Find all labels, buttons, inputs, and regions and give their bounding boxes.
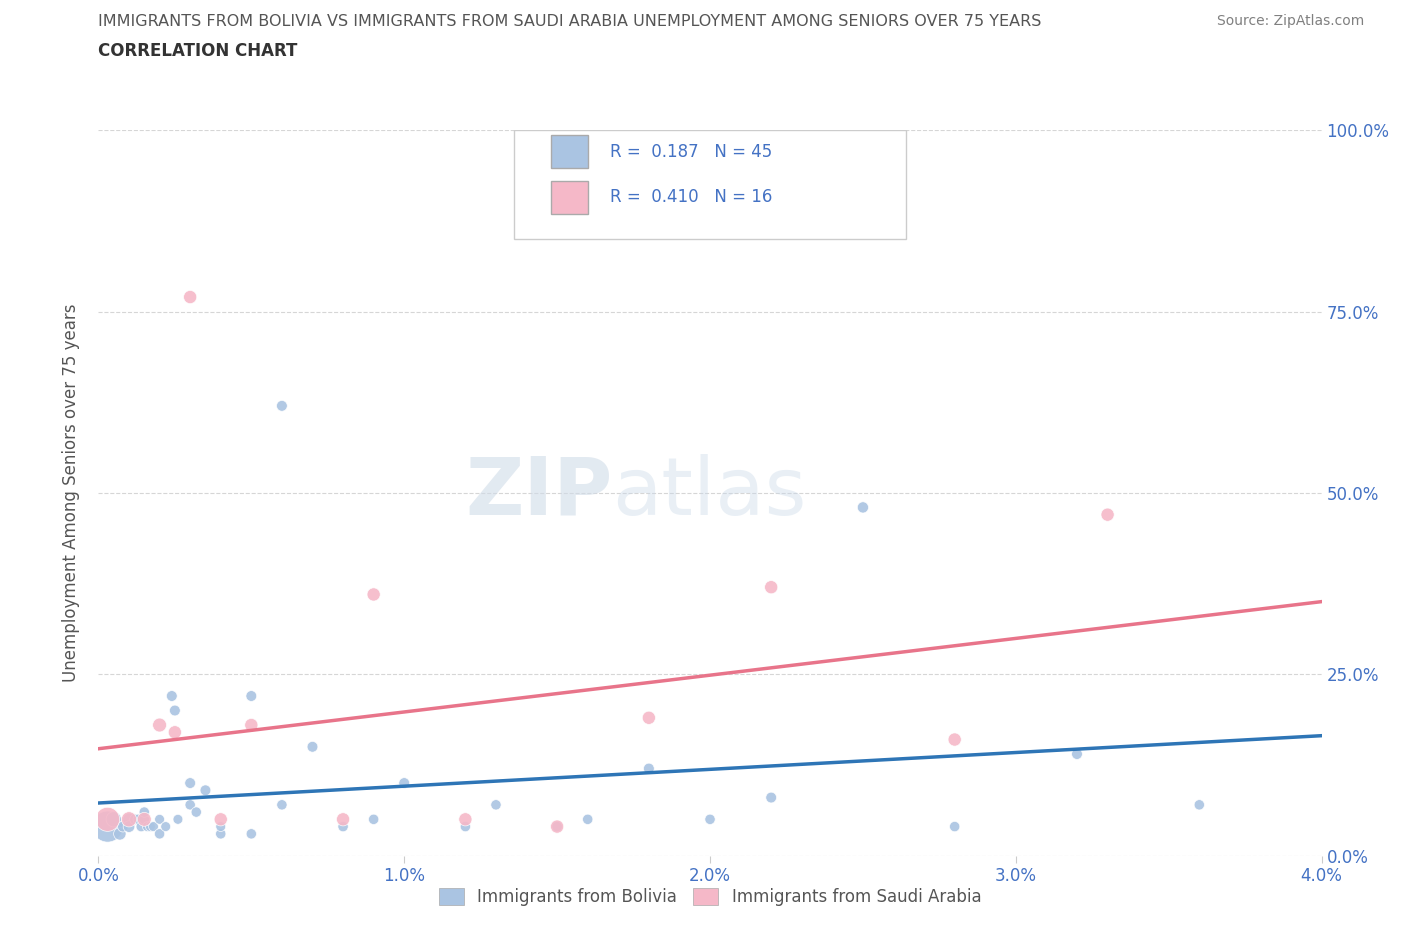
Point [240, 688, 263, 703]
Point [179, 289, 201, 304]
Point [209, 827, 232, 842]
Point [142, 819, 165, 834]
FancyBboxPatch shape [551, 181, 588, 214]
Point [124, 812, 146, 827]
Point [270, 797, 294, 812]
Point [363, 587, 385, 602]
Point [179, 776, 201, 790]
Point [127, 812, 149, 827]
Point [332, 812, 354, 827]
Point [1066, 747, 1088, 762]
Point [163, 724, 186, 739]
Point [186, 804, 208, 819]
Point [155, 819, 177, 834]
Point [332, 819, 354, 834]
Point [111, 819, 134, 834]
Point [118, 812, 141, 827]
Point [546, 819, 568, 834]
Text: Source: ZipAtlas.com: Source: ZipAtlas.com [1216, 14, 1364, 28]
Point [149, 718, 172, 733]
Point [108, 827, 131, 842]
Point [179, 797, 201, 812]
Point [392, 776, 416, 790]
FancyBboxPatch shape [515, 130, 905, 239]
Point [97, 812, 120, 827]
Point [209, 812, 232, 827]
Point [637, 761, 661, 776]
Point [118, 819, 141, 834]
Text: R =  0.187   N = 45: R = 0.187 N = 45 [610, 142, 772, 161]
Point [163, 703, 186, 718]
Point [103, 812, 125, 827]
Point [134, 804, 156, 819]
Point [759, 790, 782, 805]
Point [129, 819, 152, 834]
Point [97, 819, 120, 834]
Text: atlas: atlas [612, 454, 807, 532]
Point [454, 812, 477, 827]
Point [160, 688, 183, 703]
Point [699, 812, 721, 827]
Point [759, 579, 782, 594]
Point [485, 797, 508, 812]
Point [301, 739, 323, 754]
Point [546, 819, 568, 834]
Text: R =  0.410   N = 16: R = 0.410 N = 16 [610, 188, 772, 206]
Point [363, 812, 385, 827]
Point [270, 398, 294, 413]
Text: ZIP: ZIP [465, 454, 612, 532]
Point [1097, 507, 1119, 522]
Text: CORRELATION CHART: CORRELATION CHART [98, 42, 298, 60]
Point [118, 812, 141, 827]
Point [637, 711, 661, 725]
Point [134, 812, 156, 827]
Point [134, 812, 156, 827]
Point [167, 812, 190, 827]
Point [943, 819, 966, 834]
Point [149, 827, 172, 842]
FancyBboxPatch shape [551, 135, 588, 168]
Point [240, 718, 263, 733]
Point [576, 812, 599, 827]
Point [139, 819, 162, 834]
Point [136, 819, 159, 834]
Point [943, 732, 966, 747]
Point [149, 812, 172, 827]
Point [454, 819, 477, 834]
Y-axis label: Unemployment Among Seniors over 75 years: Unemployment Among Seniors over 75 years [62, 304, 80, 682]
Point [209, 819, 232, 834]
Point [194, 783, 217, 798]
Point [852, 500, 875, 515]
Text: IMMIGRANTS FROM BOLIVIA VS IMMIGRANTS FROM SAUDI ARABIA UNEMPLOYMENT AMONG SENIO: IMMIGRANTS FROM BOLIVIA VS IMMIGRANTS FR… [98, 14, 1042, 29]
Point [1188, 797, 1211, 812]
Legend: Immigrants from Bolivia, Immigrants from Saudi Arabia: Immigrants from Bolivia, Immigrants from… [432, 881, 988, 912]
Point [240, 827, 263, 842]
